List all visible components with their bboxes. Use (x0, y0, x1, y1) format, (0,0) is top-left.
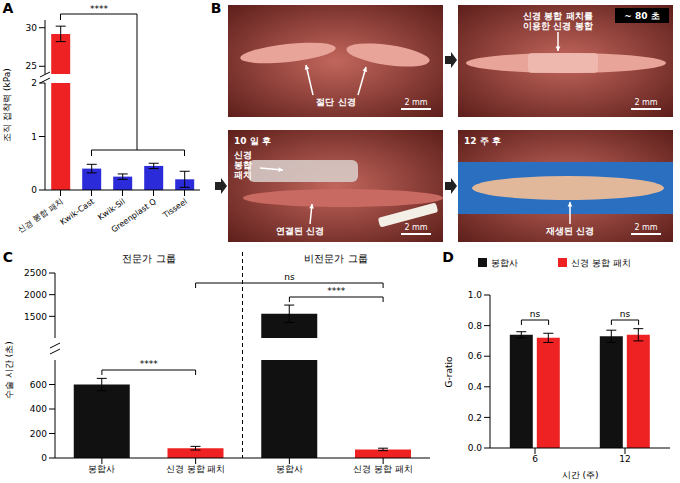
svg-text:~ 80 초: ~ 80 초 (624, 11, 659, 21)
svg-text:0.4: 0.4 (468, 382, 483, 392)
svg-text:Kwik-Cast: Kwik-Cast (59, 197, 96, 227)
svg-text:0.2: 0.2 (468, 413, 482, 423)
svg-text:****: **** (327, 286, 346, 296)
svg-text:200: 200 (30, 429, 47, 439)
svg-text:25: 25 (26, 61, 37, 71)
svg-text:신경 봉합 패치: 신경 봉합 패치 (353, 464, 413, 474)
svg-text:절단 신경: 절단 신경 (316, 97, 355, 107)
svg-text:0: 0 (41, 453, 47, 463)
svg-text:재생된 신경: 재생된 신경 (545, 226, 594, 236)
svg-text:10 일 후: 10 일 후 (234, 136, 271, 146)
svg-text:30: 30 (26, 23, 38, 33)
svg-text:C: C (8, 249, 13, 265)
svg-text:A: A (8, 0, 14, 16)
svg-text:0: 0 (31, 185, 37, 195)
svg-text:봉합사: 봉합사 (276, 464, 303, 474)
svg-text:2 mm: 2 mm (404, 98, 427, 107)
svg-text:신경봉합패치: 신경봉합패치 (234, 150, 252, 180)
svg-text:6: 6 (532, 454, 538, 464)
svg-text:비전문가 그룹: 비전문가 그룹 (304, 253, 367, 264)
svg-text:봉합사: 봉합사 (491, 258, 518, 268)
svg-text:1500: 1500 (24, 312, 47, 322)
svg-text:2500: 2500 (24, 268, 47, 278)
svg-text:ns: ns (530, 309, 541, 319)
svg-text:****: **** (140, 359, 159, 369)
svg-text:400: 400 (30, 404, 47, 414)
svg-text:조직 접착력 (kPa): 조직 접착력 (kPa) (8, 68, 12, 142)
svg-text:신경 봉합 패치: 신경 봉합 패치 (571, 258, 631, 268)
svg-text:ns: ns (620, 309, 631, 319)
svg-text:0.6: 0.6 (468, 351, 483, 361)
svg-text:2: 2 (31, 78, 37, 88)
svg-text:12 주 후: 12 주 후 (464, 136, 501, 146)
svg-text:봉합사: 봉합사 (88, 464, 115, 474)
svg-text:2 mm: 2 mm (634, 98, 657, 107)
svg-text:Kwik-Sil: Kwik-Sil (96, 196, 127, 223)
svg-text:신경 봉합 패치: 신경 봉합 패치 (166, 464, 226, 474)
svg-text:****: **** (90, 4, 109, 14)
svg-text:Greenplast Q: Greenplast Q (110, 197, 158, 235)
svg-text:12: 12 (619, 454, 630, 464)
svg-text:2 mm: 2 mm (404, 223, 427, 232)
svg-text:신경 봉합 패치: 신경 봉합 패치 (16, 197, 65, 235)
svg-text:수술 시간 (초): 수술 시간 (초) (8, 341, 14, 399)
svg-text:0.0: 0.0 (468, 443, 483, 453)
svg-text:신경 봉합 패치를이용한 신경 봉합: 신경 봉합 패치를이용한 신경 봉합 (523, 11, 592, 31)
svg-text:연결된 신경: 연결된 신경 (276, 226, 324, 236)
svg-text:1: 1 (31, 132, 37, 142)
svg-text:B: B (211, 0, 222, 16)
svg-text:2000: 2000 (24, 290, 47, 300)
svg-text:ns: ns (284, 272, 295, 282)
svg-text:Tisseel: Tisseel (161, 197, 189, 221)
svg-text:G-ratio: G-ratio (444, 356, 454, 387)
svg-text:전문가 그룹: 전문가 그룹 (122, 253, 175, 264)
svg-text:2 mm: 2 mm (634, 223, 657, 232)
svg-text:0.8: 0.8 (468, 321, 483, 331)
svg-text:D: D (442, 249, 454, 265)
svg-text:시간 (주): 시간 (주) (562, 470, 599, 480)
svg-text:1.0: 1.0 (468, 290, 483, 300)
svg-text:600: 600 (30, 380, 47, 390)
